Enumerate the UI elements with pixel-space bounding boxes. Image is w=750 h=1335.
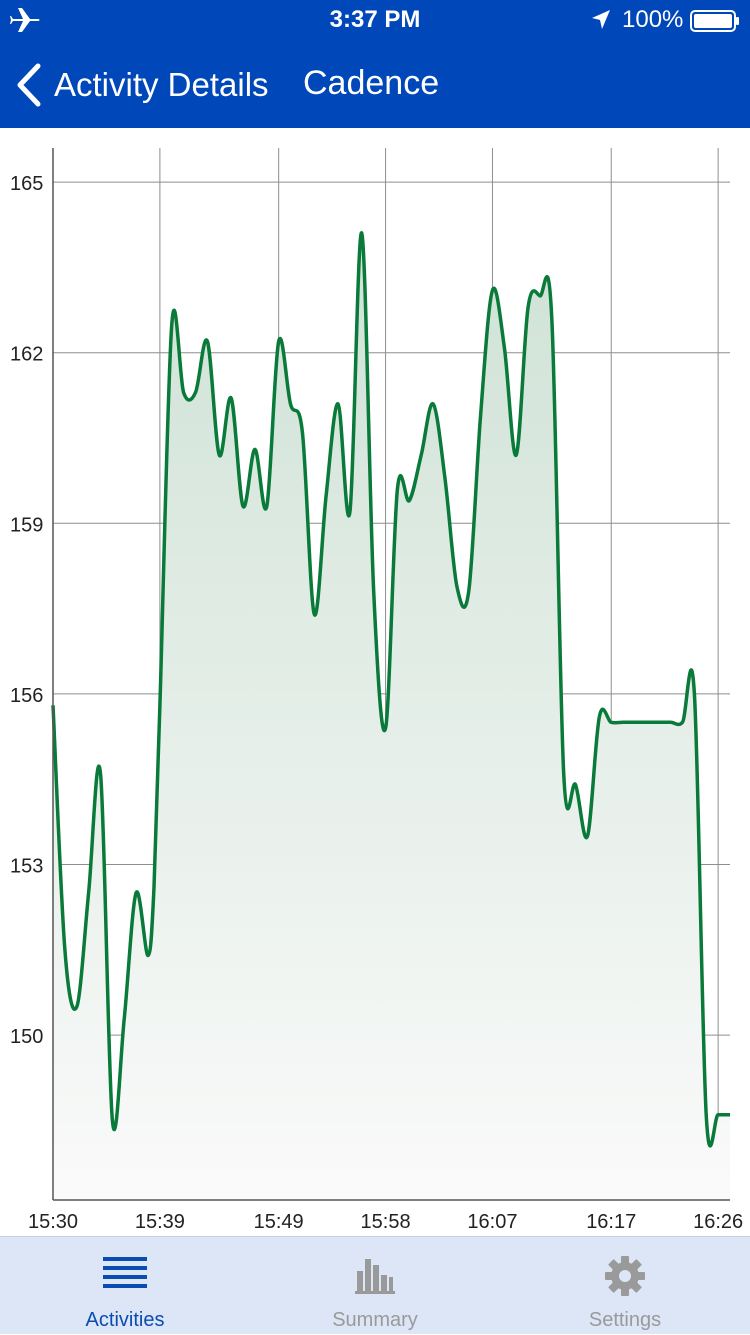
x-tick-label: 15:30 xyxy=(28,1211,78,1233)
x-tick-label: 15:39 xyxy=(135,1211,185,1233)
y-tick-label: 150 xyxy=(10,1026,43,1048)
back-button[interactable]: Activity Details xyxy=(14,60,269,110)
bar-chart-icon xyxy=(355,1259,395,1294)
list-icon xyxy=(103,1257,147,1288)
x-tick-label: 16:17 xyxy=(586,1211,636,1233)
status-bar: 3:37 PM 100% xyxy=(0,0,750,40)
x-tick-label: 15:49 xyxy=(254,1211,304,1233)
tab-summary[interactable]: Summary xyxy=(250,1237,500,1335)
series-area xyxy=(53,232,730,1200)
tab-activities[interactable]: Activities xyxy=(0,1237,250,1335)
x-tick-label: 15:58 xyxy=(361,1211,411,1233)
y-tick-label: 162 xyxy=(10,344,43,366)
cadence-chart: 150 153 156 159 162 165 15:30 15:39 15:49 15:58 16… xyxy=(10,148,743,1233)
gear-icon xyxy=(605,1256,645,1296)
y-tick-label: 153 xyxy=(10,855,43,877)
back-label: Activity Details xyxy=(54,66,269,103)
nav-bar: Activity Details Cadence xyxy=(0,50,750,120)
x-tick-label: 16:26 xyxy=(693,1211,743,1233)
x-tick-label: 16:07 xyxy=(467,1211,517,1233)
header: 3:37 PM 100% Activity Details Cadence xyxy=(0,0,750,128)
tab-label: Activities xyxy=(85,1309,165,1331)
y-tick-label: 156 xyxy=(10,685,43,707)
tab-settings[interactable]: Settings xyxy=(500,1237,750,1335)
location-arrow-icon xyxy=(592,10,610,29)
tab-label: Settings xyxy=(588,1309,662,1331)
battery-percentage: 100% xyxy=(622,6,684,33)
tab-label: Summary xyxy=(332,1309,418,1331)
tab-bar: Activities Summary xyxy=(0,1236,750,1334)
y-tick-label: 159 xyxy=(10,514,43,536)
page-title: Cadence xyxy=(303,64,440,102)
airplane-icon xyxy=(10,8,40,32)
status-time: 3:37 PM xyxy=(329,6,421,33)
chevron-left-icon xyxy=(17,63,41,107)
battery-icon xyxy=(690,10,739,32)
y-tick-label: 165 xyxy=(10,173,43,195)
series-line xyxy=(51,231,730,1148)
